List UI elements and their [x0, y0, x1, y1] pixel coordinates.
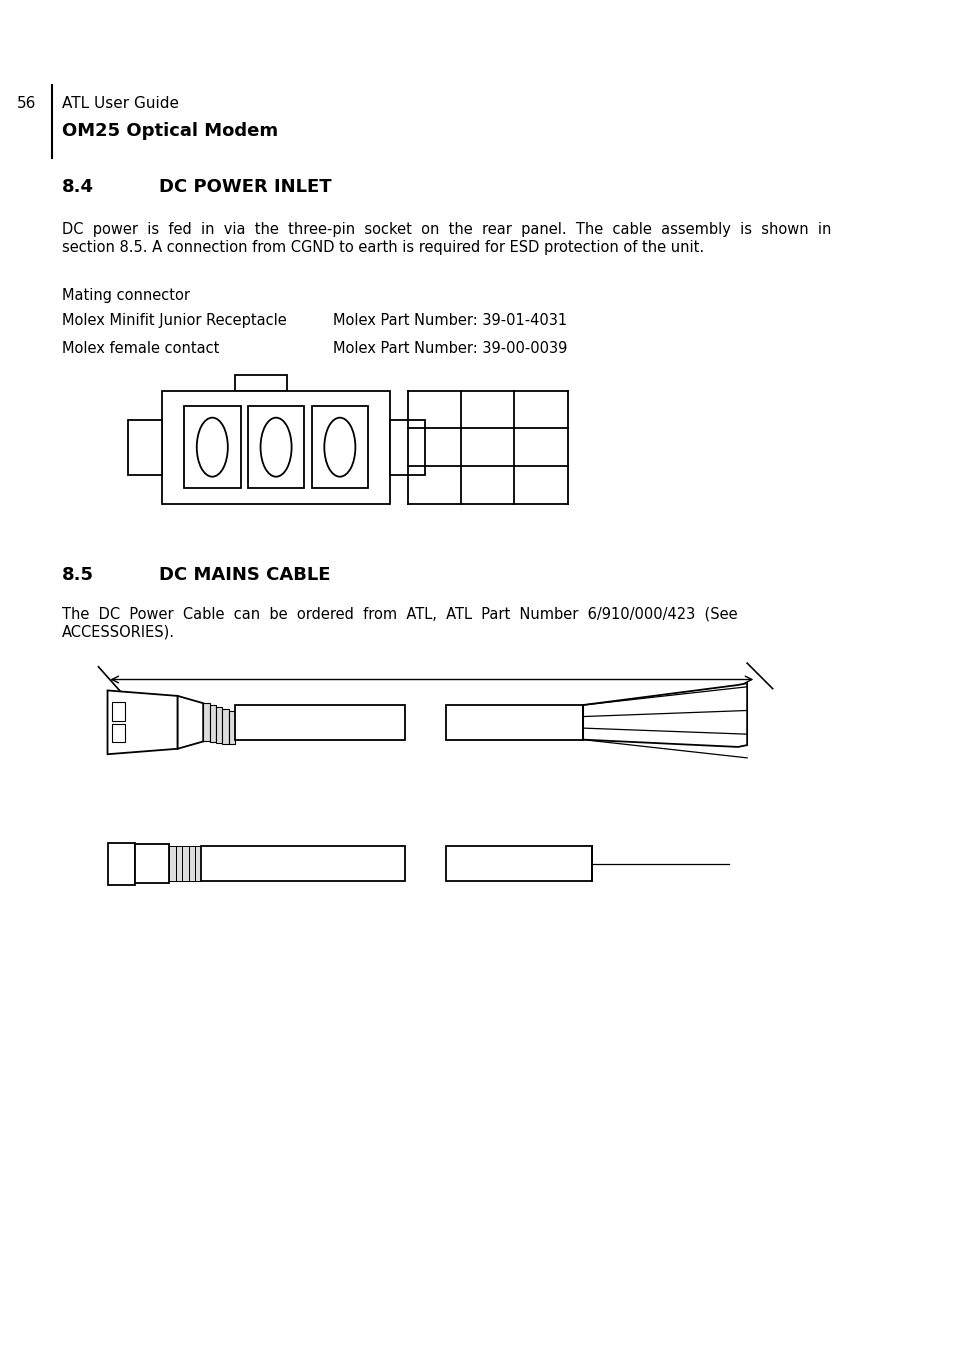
Text: ATL User Guide: ATL User Guide: [62, 96, 179, 111]
Bar: [203, 703, 210, 742]
Bar: [134, 844, 170, 882]
Text: 8.5: 8.5: [62, 565, 93, 584]
Ellipse shape: [324, 418, 355, 476]
Text: The  DC  Power  Cable  can  be  ordered  from  ATL,  ATL  Part  Number  6/910/00: The DC Power Cable can be ordered from A…: [62, 607, 737, 622]
Bar: [446, 846, 592, 881]
Text: DC POWER INLET: DC POWER INLET: [159, 178, 332, 197]
Bar: [128, 420, 162, 475]
Text: DC MAINS CABLE: DC MAINS CABLE: [159, 565, 331, 584]
Bar: [170, 846, 175, 881]
Bar: [189, 846, 194, 881]
Bar: [201, 846, 405, 881]
Ellipse shape: [260, 418, 292, 476]
Text: DC  power  is  fed  in  via  the  three-pin  socket  on  the  rear  panel.  The : DC power is fed in via the three-pin soc…: [62, 223, 830, 237]
Bar: [222, 710, 229, 743]
Bar: [112, 724, 125, 742]
Text: Molex Minifit Junior Receptacle: Molex Minifit Junior Receptacle: [62, 313, 287, 328]
Bar: [175, 846, 182, 881]
Text: 56: 56: [17, 96, 36, 111]
Text: Molex Part Number: 39-01-4031: Molex Part Number: 39-01-4031: [333, 313, 566, 328]
Bar: [108, 843, 134, 885]
Polygon shape: [108, 691, 177, 754]
Bar: [229, 711, 234, 745]
Text: Mating connector: Mating connector: [62, 287, 190, 302]
Text: ACCESSORIES).: ACCESSORIES).: [62, 625, 174, 639]
Bar: [390, 420, 424, 475]
Bar: [234, 706, 405, 739]
Bar: [194, 846, 201, 881]
Text: Molex female contact: Molex female contact: [62, 340, 219, 356]
Text: OM25 Optical Modem: OM25 Optical Modem: [62, 121, 277, 140]
Bar: [248, 406, 304, 488]
Text: section 8.5. A connection from CGND to earth is required for ESD protection of t: section 8.5. A connection from CGND to e…: [62, 240, 703, 255]
Bar: [162, 391, 390, 503]
Polygon shape: [177, 696, 203, 749]
Bar: [234, 375, 287, 391]
Bar: [312, 406, 368, 488]
Bar: [184, 406, 240, 488]
Text: 8.4: 8.4: [62, 178, 93, 197]
Text: Molex Part Number: 39-00-0039: Molex Part Number: 39-00-0039: [333, 340, 566, 356]
Bar: [210, 706, 215, 742]
Bar: [182, 846, 189, 881]
Polygon shape: [582, 683, 746, 747]
Bar: [215, 707, 222, 743]
Bar: [112, 703, 125, 720]
Ellipse shape: [196, 418, 228, 476]
Bar: [446, 706, 582, 739]
